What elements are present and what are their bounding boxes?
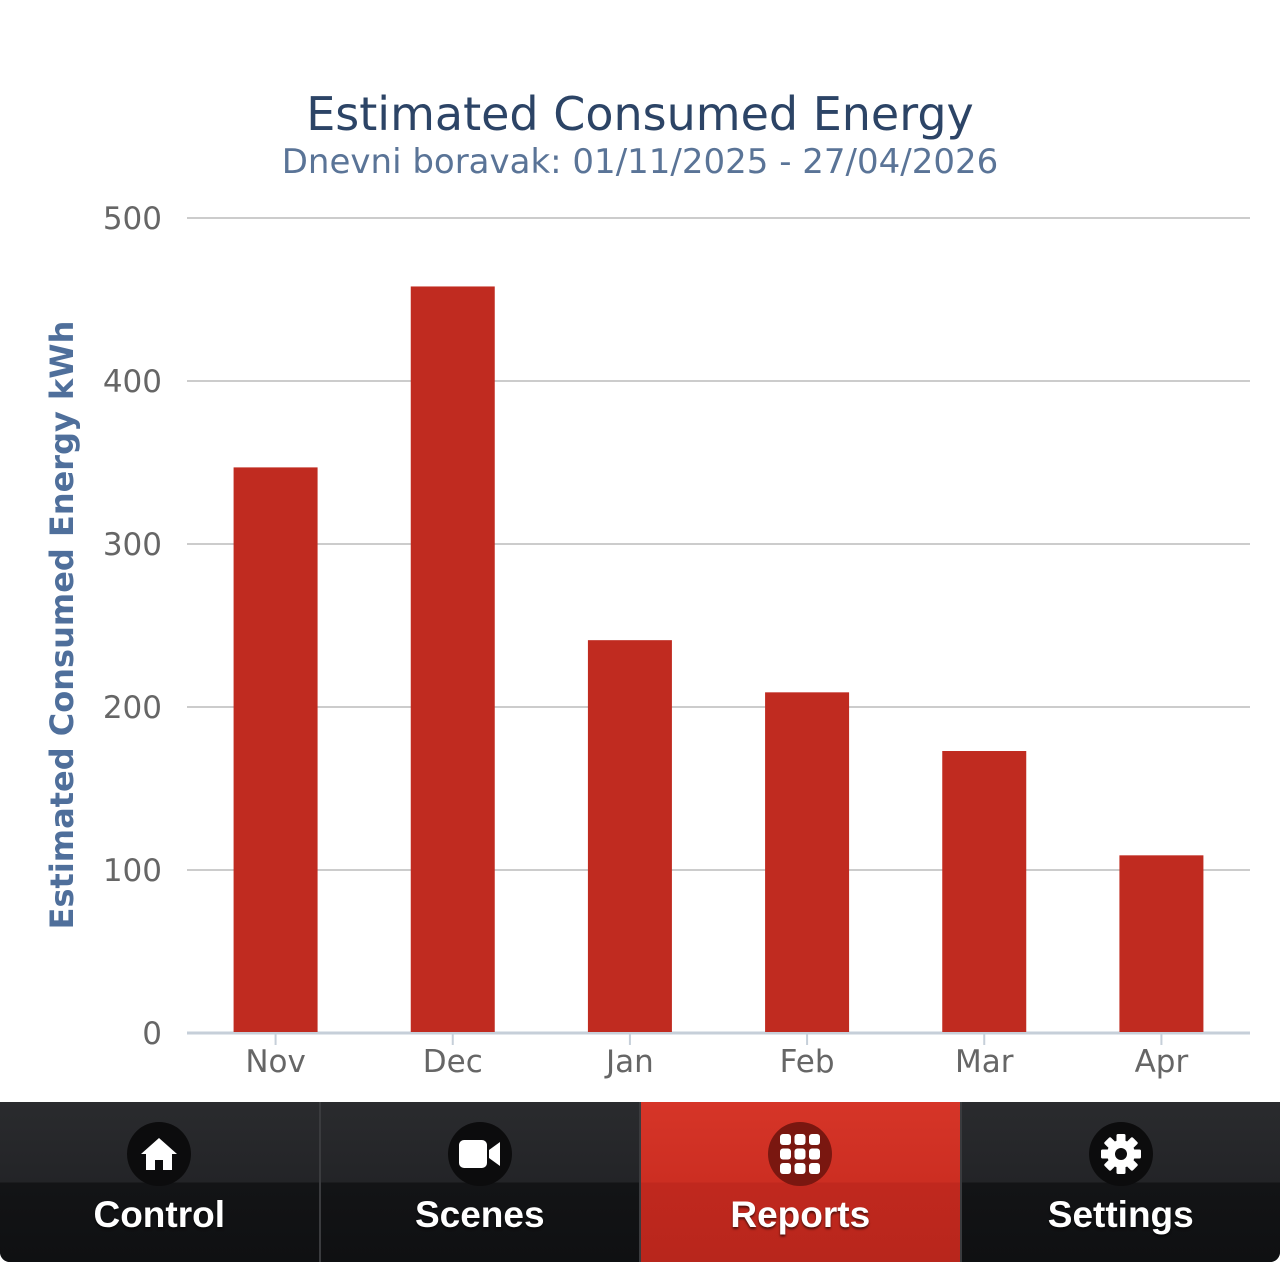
bar-dec: [410, 286, 495, 1033]
bar-chart: Estimated Consumed Energy Dnevni boravak…: [43, 87, 1250, 1080]
chart-subtitle: Dnevni boravak: 01/11/2025 - 27/04/2026: [282, 142, 999, 182]
chart-area: Estimated Consumed Energy Dnevni boravak…: [43, 87, 1250, 1080]
bars: [233, 286, 1204, 1033]
gear-icon: [1088, 1122, 1153, 1186]
y-tick-label: 0: [142, 1016, 162, 1052]
bar-mar: [942, 751, 1027, 1032]
tab-settings[interactable]: Settings: [961, 1102, 1280, 1262]
chart-title: Estimated Consumed Energy: [306, 87, 974, 141]
video-camera-icon: [447, 1122, 512, 1186]
y-tick-label: 500: [103, 201, 162, 237]
bar-jan: [587, 640, 672, 1032]
grid-icon: [768, 1122, 833, 1186]
bar-nov: [233, 467, 318, 1032]
x-tick-label-apr: Apr: [1135, 1044, 1189, 1080]
tab-scenes-label: Scenes: [414, 1194, 545, 1235]
x-tick-label-jan: Jan: [604, 1044, 654, 1080]
y-axis-label: Estimated Consumed Energy kWh: [43, 321, 81, 930]
y-tick-label: 100: [103, 853, 162, 889]
tab-control[interactable]: Control: [0, 1102, 321, 1262]
x-tick-label-feb: Feb: [780, 1044, 835, 1080]
y-tick-label: 400: [103, 364, 162, 400]
tab-control-label: Control: [93, 1194, 226, 1235]
tab-scenes[interactable]: Scenes: [320, 1102, 641, 1262]
x-tick-label-nov: Nov: [245, 1044, 306, 1080]
x-tick-label-mar: Mar: [955, 1044, 1014, 1080]
bar-apr: [1119, 855, 1204, 1032]
y-tick-label: 300: [103, 527, 162, 563]
y-axis-ticks: 0 100 200 300 400 500: [103, 201, 162, 1052]
x-axis-ticks: Nov Dec Jan Feb Mar Apr: [245, 1033, 1188, 1080]
x-tick-label-dec: Dec: [423, 1044, 483, 1080]
tab-reports-label: Reports: [730, 1194, 871, 1235]
home-icon: [127, 1122, 192, 1186]
y-tick-label: 200: [103, 690, 162, 726]
tab-settings-label: Settings: [1047, 1194, 1194, 1235]
tab-bar: Control Scenes Reports: [0, 1102, 1280, 1262]
tab-reports[interactable]: Reports: [641, 1102, 962, 1262]
gridlines: [187, 217, 1250, 1035]
bar-feb: [765, 692, 850, 1032]
